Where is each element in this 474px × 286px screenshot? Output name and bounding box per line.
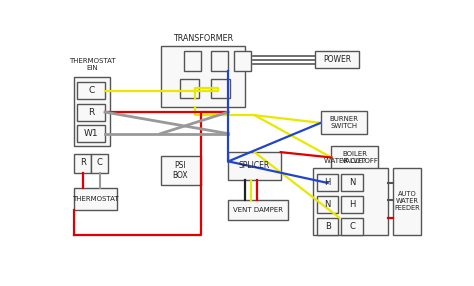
Text: BURNER
SWITCH: BURNER SWITCH — [329, 116, 358, 129]
Bar — [74, 77, 109, 146]
Bar — [317, 174, 338, 191]
Text: C: C — [88, 86, 94, 95]
Bar — [77, 82, 105, 99]
Text: H: H — [324, 178, 331, 187]
Bar — [317, 218, 338, 235]
Text: AUTO
WATER
FEEDER: AUTO WATER FEEDER — [394, 191, 420, 211]
Bar — [161, 156, 201, 185]
Bar — [77, 125, 105, 142]
Bar — [393, 168, 421, 235]
Text: N: N — [324, 200, 331, 209]
Text: VENT DAMPER: VENT DAMPER — [233, 207, 283, 213]
Bar — [180, 79, 199, 98]
Bar — [210, 79, 230, 98]
Bar — [341, 174, 363, 191]
Text: C: C — [349, 222, 355, 231]
Text: R: R — [88, 108, 94, 117]
Text: THERMOSTAT
EIN: THERMOSTAT EIN — [69, 58, 115, 71]
Bar — [315, 51, 359, 68]
Bar — [228, 152, 281, 180]
Bar — [74, 188, 117, 210]
Bar — [317, 196, 338, 213]
Bar — [313, 168, 389, 235]
Text: R: R — [80, 158, 86, 167]
Bar — [331, 146, 378, 169]
Text: TRANSFORMER: TRANSFORMER — [173, 34, 233, 43]
Bar — [234, 51, 251, 71]
Bar — [74, 154, 91, 173]
Text: N: N — [349, 178, 356, 187]
Bar — [183, 51, 201, 71]
Bar — [228, 200, 288, 220]
Bar — [161, 46, 245, 108]
Text: PSI
BOX: PSI BOX — [173, 161, 188, 180]
Text: B: B — [325, 222, 330, 231]
Text: THERMOSTAT: THERMOSTAT — [72, 196, 118, 202]
Text: C: C — [97, 158, 103, 167]
Bar — [341, 196, 363, 213]
Text: H: H — [349, 200, 356, 209]
Text: WATER CUTOFF: WATER CUTOFF — [324, 158, 378, 164]
Text: BOILER
VALVE?: BOILER VALVE? — [342, 151, 367, 164]
Bar — [210, 51, 228, 71]
Text: POWER: POWER — [323, 55, 351, 64]
Bar — [91, 154, 108, 173]
Text: SPLICER: SPLICER — [239, 162, 270, 170]
Bar — [321, 111, 367, 134]
Text: W1: W1 — [84, 129, 99, 138]
Bar — [77, 104, 105, 121]
Bar — [341, 218, 363, 235]
